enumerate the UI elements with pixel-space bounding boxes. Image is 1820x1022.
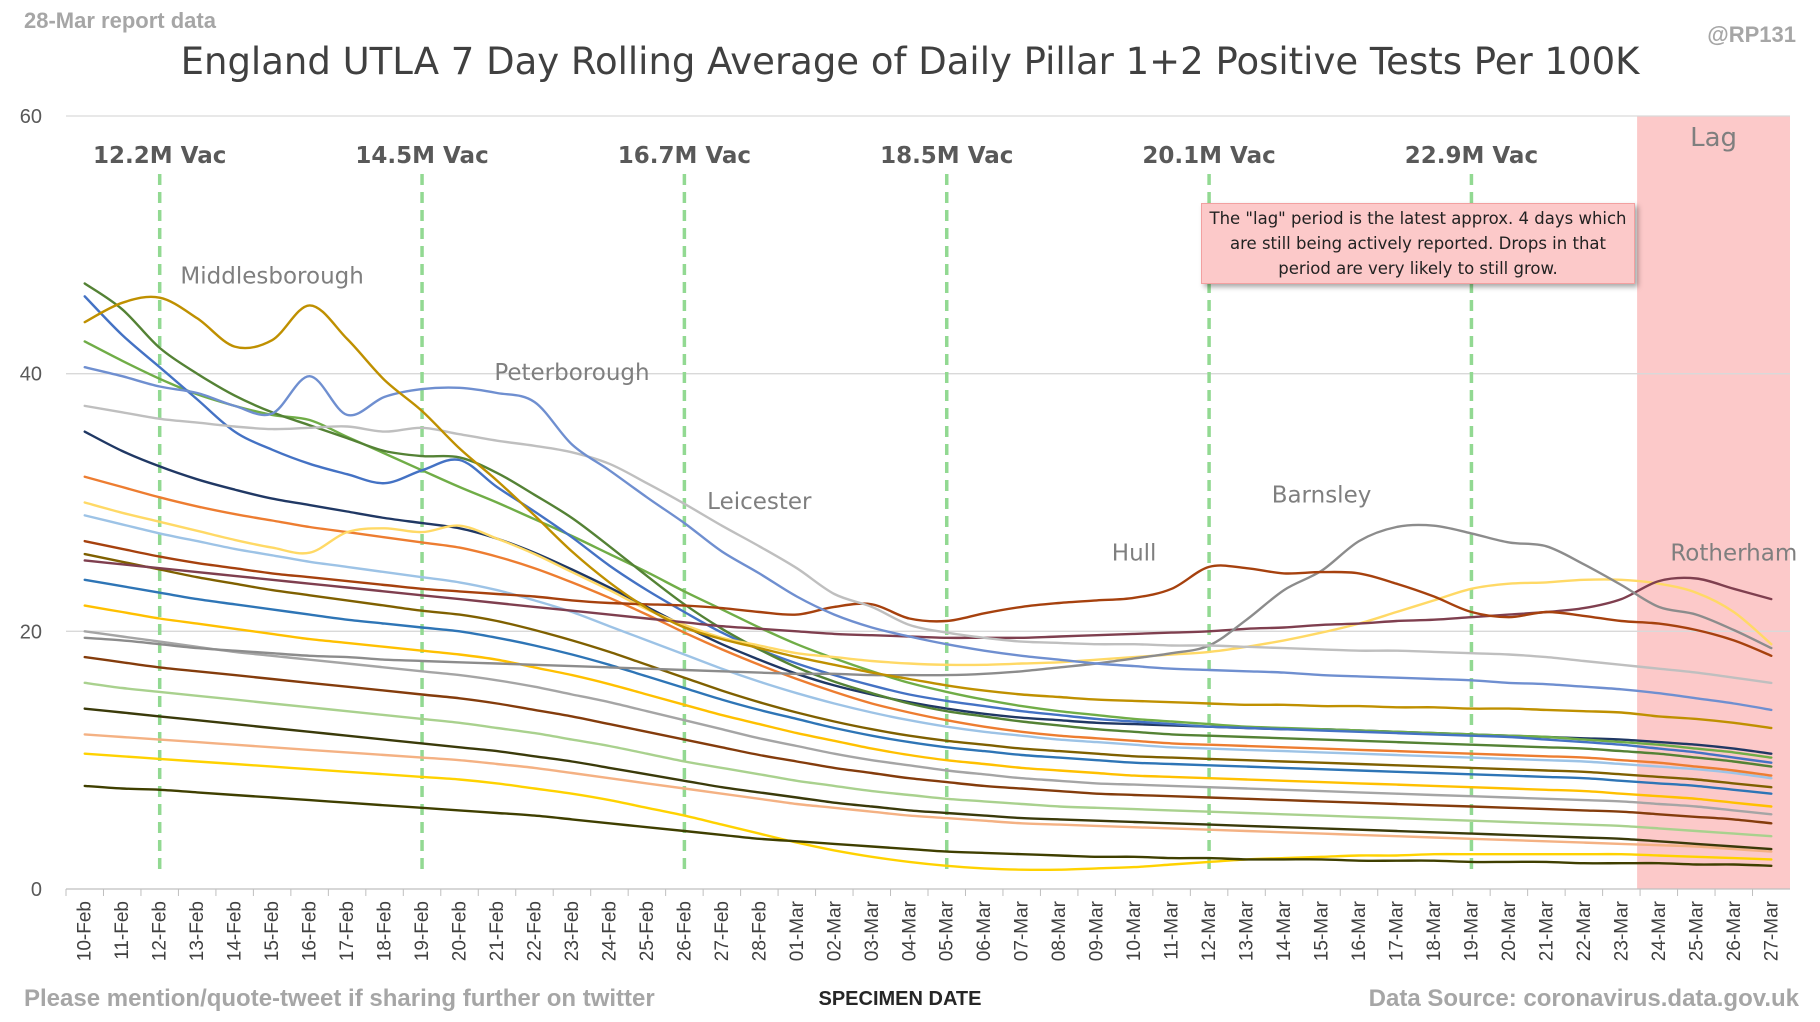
x-axis-title: SPECIMEN DATE (818, 988, 982, 1010)
series-line-dark-green (83, 282, 1773, 768)
x-tick-label: 18-Feb (375, 901, 396, 961)
gridlines (66, 115, 1790, 632)
annotation-label: Leicester (707, 489, 812, 515)
series-line-yellow-high (83, 501, 1773, 667)
x-tick-label: 14-Feb (225, 901, 246, 961)
series-line-dark-olive (83, 707, 1773, 851)
series-line-brown (83, 655, 1773, 825)
x-tick-label: 18-Mar (1424, 900, 1445, 961)
x-tick-label: 22-Mar (1574, 900, 1595, 961)
lag-region-group: Lag (1637, 116, 1790, 889)
x-tick-label: 19-Mar (1461, 900, 1482, 961)
x-tick-label: 14-Mar (1274, 900, 1295, 961)
axes: 0 20 40 60 10-Feb 11-Feb 12-Feb 13-Feb 14-Feb 15-… (20, 106, 1790, 961)
x-tick-label: 15-Mar (1312, 900, 1333, 961)
x-tick-label: 09-Mar (1087, 900, 1108, 961)
series-line-navy (83, 430, 1773, 755)
annotation-label: Middlesborough (180, 263, 363, 289)
annotation-label: Hull (1112, 540, 1157, 566)
vaccination-label: 22.9M Vac (1405, 143, 1538, 169)
series-line-teal (83, 578, 1773, 795)
vaccination-label: 18.5M Vac (880, 143, 1013, 169)
series-line-yellow-low (83, 752, 1773, 872)
x-tick-label: 11-Feb (112, 901, 133, 960)
series-line-olive (83, 552, 1773, 789)
x-tick-label: 21-Feb (487, 901, 508, 961)
y-tick-label: 0 (31, 879, 42, 901)
series-line-middlesborough (83, 295, 1773, 730)
share-note: Please mention/quote-tweet if sharing fu… (24, 985, 655, 1012)
x-tick-label: 21-Mar (1536, 900, 1557, 961)
annotation-label: Peterborough (494, 360, 649, 386)
x-tick-label: 12-Mar (1199, 900, 1220, 961)
x-tick-label: 06-Mar (974, 900, 995, 961)
series-line-green-mid (83, 340, 1773, 759)
annotation-label: Rotherham (1670, 540, 1797, 566)
x-tick-label: 28-Feb (749, 901, 770, 961)
y-tick-label: 20 (20, 621, 42, 643)
vaccination-label: 14.5M Vac (355, 143, 488, 169)
series-line-steel-blue (83, 295, 1773, 764)
x-tick-label: 16-Mar (1349, 900, 1370, 961)
annotation-label: Barnsley (1272, 483, 1372, 509)
x-tick-label: 12-Feb (150, 901, 171, 961)
report-date: 28-Mar report data (24, 8, 216, 33)
x-tick-label: 22-Feb (524, 901, 545, 961)
x-tick-label: 04-Mar (899, 900, 920, 961)
x-tick-label: 10-Feb (75, 901, 96, 961)
series-lines (83, 282, 1773, 872)
series-line-light-blue (83, 514, 1773, 780)
x-tick-label: 11-Mar (1162, 900, 1183, 959)
annotations: Middlesborough Peterborough Leicester Hull B… (180, 263, 1797, 566)
x-tick-label: 24-Mar (1649, 900, 1670, 961)
series-line-leicester (83, 404, 1773, 685)
series-line-gold (83, 604, 1773, 808)
lag-explanation-note: The "lag" period is the latest approx. 4… (1201, 203, 1635, 284)
series-line-peterborough (83, 366, 1773, 712)
lag-label: Lag (1690, 123, 1737, 153)
series-line-dark-lowest (83, 784, 1773, 867)
x-tick-label: 02-Mar (824, 900, 845, 961)
x-tick-label: 17-Mar (1386, 900, 1407, 961)
series-line-grey-mid (83, 630, 1773, 816)
vaccination-label: 12.2M Vac (93, 143, 226, 169)
x-tick-label: 05-Mar (937, 900, 958, 961)
x-tick-label: 13-Feb (187, 901, 208, 961)
x-tick-label: 24-Feb (599, 901, 620, 961)
vaccination-label: 20.1M Vac (1142, 143, 1275, 169)
x-tick-label: 27-Mar (1761, 900, 1782, 961)
x-tick-label: 01-Mar (787, 900, 808, 961)
x-tick-label: 03-Mar (862, 900, 883, 961)
x-tick-label: 26-Mar (1724, 900, 1745, 961)
x-tick-label: 20-Feb (450, 901, 471, 961)
chart-title: England UTLA 7 Day Rolling Average of Da… (180, 40, 1640, 83)
series-line-light-green (83, 681, 1773, 838)
x-tick-label: 25-Mar (1686, 900, 1707, 961)
x-tick-label: 27-Feb (712, 901, 733, 961)
y-tick-label: 60 (20, 106, 42, 128)
x-tick-label: 25-Feb (637, 901, 658, 961)
series-line-hull (83, 539, 1773, 657)
lag-region (1637, 116, 1790, 889)
data-source: Data Source: coronavirus.data.gov.uk (1368, 985, 1799, 1012)
y-tick-label: 40 (20, 364, 42, 386)
x-tick-label: 23-Mar (1611, 900, 1632, 961)
x-tick-label: 20-Mar (1499, 900, 1520, 961)
x-tick-label: 23-Feb (562, 901, 583, 961)
x-tick-label: 17-Feb (337, 901, 358, 961)
x-tick-label: 26-Feb (674, 901, 695, 961)
x-tick-label: 10-Mar (1124, 900, 1145, 961)
series-line-orange (83, 475, 1773, 777)
x-tick-label: 16-Feb (300, 901, 321, 961)
vaccination-label: 16.7M Vac (618, 143, 751, 169)
author-handle: @RP131 (1707, 22, 1796, 47)
series-line-salmon (83, 733, 1773, 853)
x-tick-label: 15-Feb (262, 901, 283, 961)
series-line-barnsley (83, 523, 1773, 677)
x-tick-label: 19-Feb (412, 901, 433, 961)
x-tick-label: 07-Mar (1012, 900, 1033, 961)
x-tick-label: 08-Mar (1049, 900, 1070, 961)
x-tick-label: 13-Mar (1237, 900, 1258, 961)
